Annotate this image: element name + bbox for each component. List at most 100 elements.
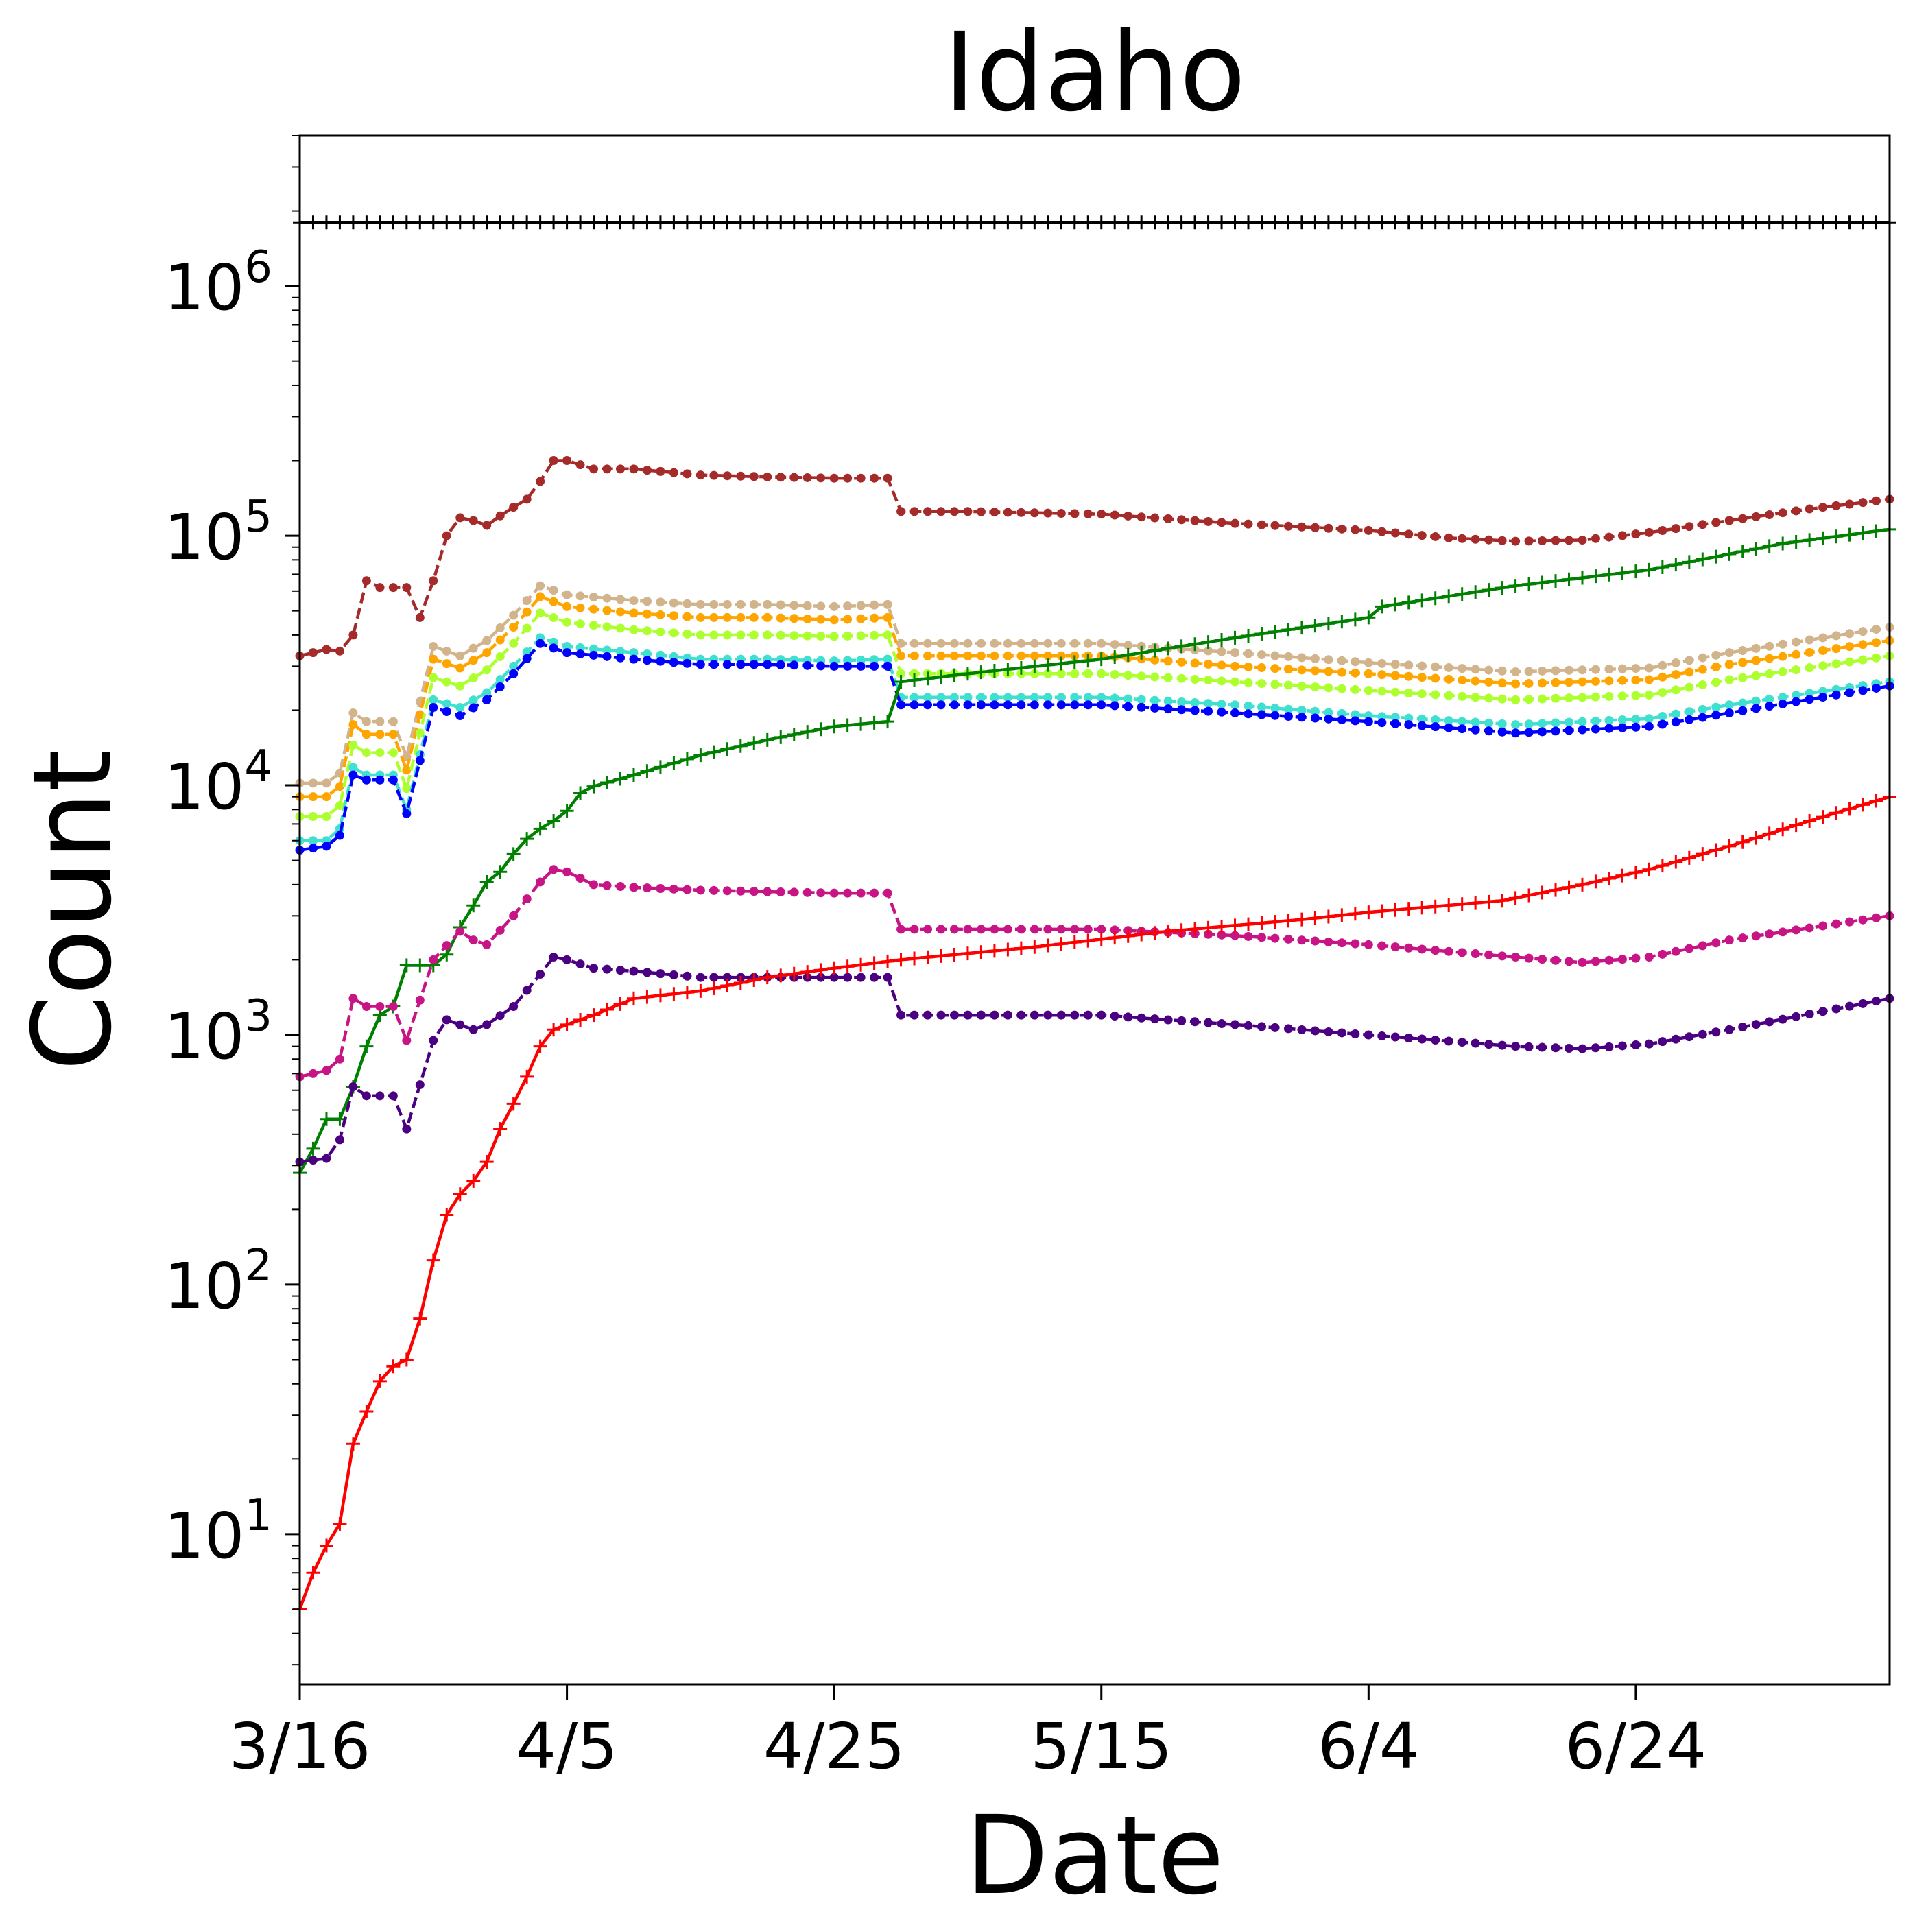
data-point [335,831,344,840]
data-point [894,215,908,230]
data-point [1308,619,1322,633]
data-point [1578,957,1587,967]
data-point [1016,700,1026,710]
data-point [1204,706,1213,716]
data-point [1631,1040,1641,1050]
data-point [763,887,772,896]
data-point [709,599,719,609]
y-tick-label: 103 [164,991,272,1073]
data-point [706,981,721,995]
data-point [1137,1013,1146,1023]
data-point [1375,215,1389,230]
data-point [1458,717,1467,726]
data-point [573,786,588,800]
data-point [402,765,412,775]
data-point [522,494,532,504]
data-point [1351,657,1360,667]
data-point [669,884,678,894]
data-point [1669,215,1683,230]
data-point [1444,716,1453,726]
data-point [642,649,652,659]
data-point [949,925,959,934]
data-point [1698,665,1707,674]
data-point [653,760,667,774]
data-point [722,886,732,896]
data-point [1589,569,1603,584]
data-point [1337,715,1346,725]
data-point [466,215,481,230]
data-point [1177,697,1187,706]
data-point [466,898,481,913]
data-point [1244,931,1253,941]
y-tick-label: 105 [164,492,272,574]
data-point [682,629,692,639]
data-point [308,778,318,788]
data-point [706,215,721,230]
data-point [1751,704,1761,713]
data-point [1845,642,1855,652]
data-point [1377,718,1387,728]
data-point [1751,931,1761,941]
series-5 [295,608,1894,821]
data-point [763,472,772,481]
data-point [1070,925,1080,934]
data-point [1484,950,1494,959]
data-point [774,968,788,983]
data-point [1337,938,1346,948]
data-point [1337,684,1346,693]
data-point [883,473,892,483]
data-point [375,730,385,739]
data-point [1805,1010,1814,1019]
data-point [827,215,842,230]
data-point [586,779,601,794]
data-point [1244,662,1253,671]
data-point [990,508,999,517]
data-point [1137,702,1146,712]
data-point [1190,658,1200,668]
data-point [1297,681,1307,691]
data-point [894,953,908,967]
data-point [1671,658,1680,668]
data-point [1056,700,1066,710]
data-point [1444,723,1453,732]
data-point [1658,719,1667,729]
data-point [749,612,759,622]
data-point [602,964,612,974]
data-point [1698,653,1707,663]
data-point [1631,529,1641,539]
data-point [896,669,906,678]
data-point [589,644,599,654]
data-point [1845,688,1855,697]
data-point [1671,685,1680,695]
x-axis: 3/16 4/5 4/25 5/15 6/4 6/24 [229,1684,1707,1783]
data-point [976,925,986,934]
data-point [1348,612,1362,627]
data-point [1644,1039,1654,1049]
data-point [426,1253,440,1267]
data-point [1003,651,1012,660]
data-point [1070,509,1080,518]
data-point [1108,931,1122,945]
data-point [375,583,385,593]
data-point [709,630,719,640]
data-point [493,215,508,230]
data-point [1401,902,1416,916]
data-point [1083,669,1093,678]
data-point [1497,536,1507,545]
data-point [733,976,748,990]
data-point [1188,215,1202,230]
data-point [881,215,895,230]
data-point [1030,669,1039,678]
data-point [854,957,868,972]
data-point [1658,525,1667,535]
data-point [667,215,681,230]
data-point [881,954,895,968]
x-tick-label: 6/24 [1565,1710,1707,1783]
data-point [1551,955,1560,965]
data-point [829,888,839,898]
data-point [495,623,505,633]
data-point [1522,577,1536,591]
data-point [1538,955,1547,964]
data-point [813,215,828,230]
y-tick-label: 104 [164,741,272,824]
